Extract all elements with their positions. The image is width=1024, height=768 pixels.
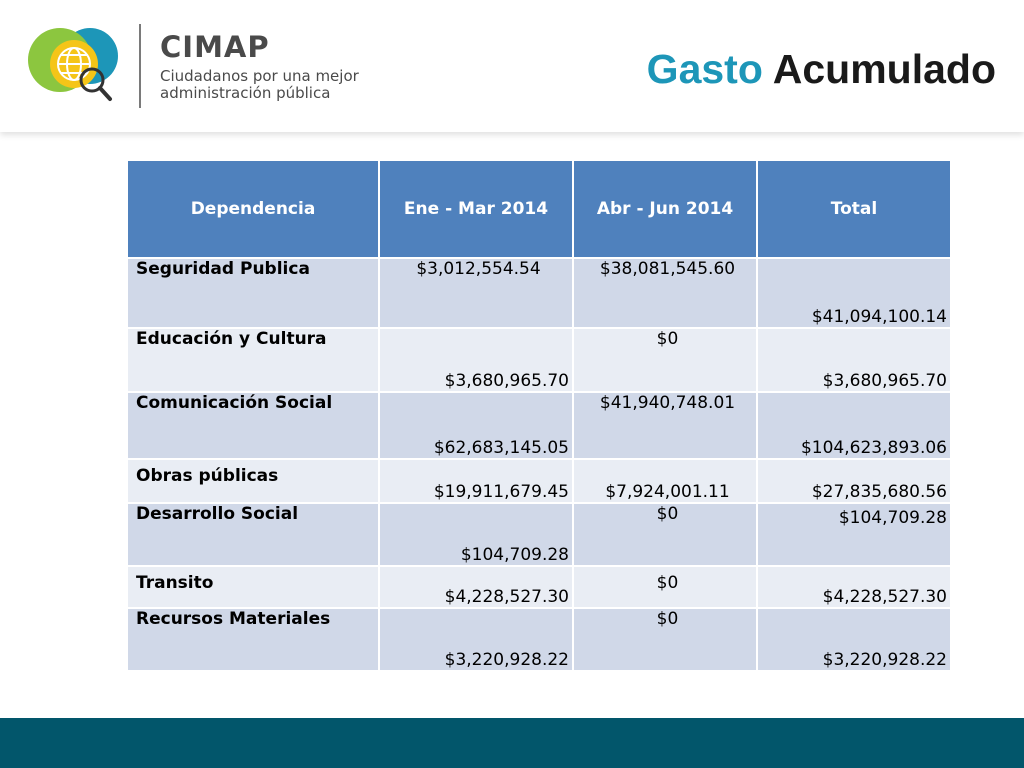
cell-dependencia: Desarrollo Social — [126, 502, 380, 567]
cell-ene-mar: $104,709.28 — [378, 502, 574, 567]
cell-abr-jun: $38,081,545.60 — [572, 257, 758, 329]
cell-total: $4,228,527.30 — [756, 565, 952, 609]
logo-name: CIMAP — [160, 30, 270, 64]
logo-divider — [139, 24, 141, 108]
cell-ene-mar: $62,683,145.05 — [378, 391, 574, 460]
cell-total: $41,094,100.14 — [756, 257, 952, 329]
footer-bar — [0, 718, 1024, 768]
cell-dependencia: Comunicación Social — [126, 391, 380, 460]
table-row: Seguridad Publica $3,012,554.54 $38,081,… — [126, 257, 952, 329]
cell-dependencia: Obras públicas — [126, 458, 380, 504]
title-word-2: Acumulado — [772, 46, 996, 92]
cell-abr-jun: $41,940,748.01 — [572, 391, 758, 460]
cell-abr-jun: $0 — [572, 327, 758, 393]
cell-abr-jun: $0 — [572, 607, 758, 672]
header-bar: CIMAP Ciudadanos por una mejor administr… — [0, 0, 1024, 132]
cell-ene-mar: $19,911,679.45 — [378, 458, 574, 504]
table-row: Recursos Materiales $3,220,928.22 $0 $3,… — [126, 607, 952, 672]
table-row: Desarrollo Social $104,709.28 $0 $104,70… — [126, 502, 952, 567]
cell-ene-mar: $3,680,965.70 — [378, 327, 574, 393]
globe-magnifier-icon — [28, 28, 118, 101]
cell-ene-mar: $3,012,554.54 — [378, 257, 574, 329]
table-header-row: Dependencia Ene - Mar 2014 Abr - Jun 201… — [126, 159, 952, 259]
cell-total: $104,709.28 — [756, 502, 952, 567]
cell-ene-mar: $3,220,928.22 — [378, 607, 574, 672]
title-word-1: Gasto — [646, 46, 763, 92]
cell-ene-mar: $4,228,527.30 — [378, 565, 574, 609]
table-row: Obras públicas $19,911,679.45 $7,924,001… — [126, 458, 952, 504]
cell-total: $3,680,965.70 — [756, 327, 952, 393]
column-header-abr-jun: Abr - Jun 2014 — [572, 159, 758, 259]
table-row: Comunicación Social $62,683,145.05 $41,9… — [126, 391, 952, 460]
expense-table: Dependencia Ene - Mar 2014 Abr - Jun 201… — [126, 159, 952, 672]
column-header-ene-mar: Ene - Mar 2014 — [378, 159, 574, 259]
cell-dependencia: Recursos Materiales — [126, 607, 380, 672]
column-header-dependencia: Dependencia — [126, 159, 380, 259]
cell-abr-jun: $7,924,001.11 — [572, 458, 758, 504]
table-row: Educación y Cultura $3,680,965.70 $0 $3,… — [126, 327, 952, 393]
cell-total: $27,835,680.56 — [756, 458, 952, 504]
cell-total: $3,220,928.22 — [756, 607, 952, 672]
page-title: Gasto Acumulado — [647, 46, 996, 93]
cell-dependencia: Seguridad Publica — [126, 257, 380, 329]
cell-abr-jun: $0 — [572, 565, 758, 609]
cell-dependencia: Transito — [126, 565, 380, 609]
cell-abr-jun: $0 — [572, 502, 758, 567]
logo-tagline: Ciudadanos por una mejor administración … — [160, 67, 359, 102]
column-header-total: Total — [756, 159, 952, 259]
table-row: Transito $4,228,527.30 $0 $4,228,527.30 — [126, 565, 952, 609]
cell-dependencia: Educación y Cultura — [126, 327, 380, 393]
cell-total: $104,623,893.06 — [756, 391, 952, 460]
